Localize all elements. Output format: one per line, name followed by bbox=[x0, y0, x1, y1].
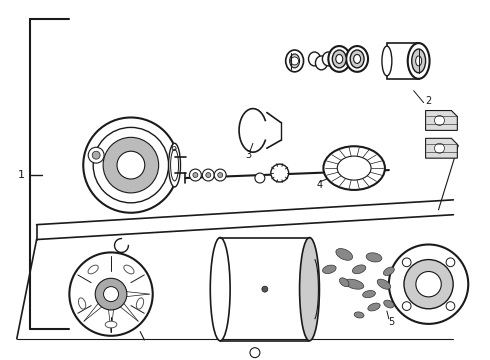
Ellipse shape bbox=[316, 56, 327, 70]
Ellipse shape bbox=[78, 298, 86, 309]
Circle shape bbox=[435, 116, 444, 125]
Circle shape bbox=[446, 302, 455, 310]
Circle shape bbox=[250, 348, 260, 357]
Ellipse shape bbox=[384, 267, 394, 275]
Ellipse shape bbox=[322, 52, 334, 66]
Text: 5: 5 bbox=[388, 317, 394, 327]
Ellipse shape bbox=[354, 54, 361, 63]
Ellipse shape bbox=[363, 291, 375, 298]
Text: 6: 6 bbox=[171, 143, 176, 153]
Ellipse shape bbox=[290, 54, 299, 68]
Ellipse shape bbox=[350, 50, 364, 68]
Ellipse shape bbox=[309, 52, 320, 66]
Ellipse shape bbox=[328, 46, 350, 72]
Circle shape bbox=[92, 151, 100, 159]
Polygon shape bbox=[426, 138, 457, 158]
Ellipse shape bbox=[210, 238, 230, 341]
Ellipse shape bbox=[336, 52, 348, 66]
Circle shape bbox=[416, 271, 441, 297]
Circle shape bbox=[262, 286, 268, 292]
Ellipse shape bbox=[271, 164, 289, 182]
Circle shape bbox=[446, 258, 455, 267]
Polygon shape bbox=[426, 111, 457, 130]
Circle shape bbox=[117, 151, 145, 179]
Ellipse shape bbox=[336, 54, 343, 63]
Circle shape bbox=[103, 137, 159, 193]
Ellipse shape bbox=[206, 172, 211, 177]
Ellipse shape bbox=[214, 169, 226, 181]
Ellipse shape bbox=[171, 149, 178, 181]
Ellipse shape bbox=[193, 172, 198, 177]
Circle shape bbox=[435, 143, 444, 153]
Ellipse shape bbox=[366, 253, 382, 262]
Text: 2: 2 bbox=[425, 96, 432, 105]
Text: 3: 3 bbox=[245, 150, 251, 160]
Ellipse shape bbox=[340, 278, 349, 287]
Ellipse shape bbox=[412, 49, 426, 73]
Circle shape bbox=[389, 244, 468, 324]
Ellipse shape bbox=[255, 173, 265, 183]
Ellipse shape bbox=[408, 43, 430, 79]
Ellipse shape bbox=[218, 172, 222, 177]
Circle shape bbox=[83, 117, 178, 213]
Ellipse shape bbox=[354, 312, 364, 318]
Ellipse shape bbox=[286, 50, 303, 72]
Ellipse shape bbox=[332, 50, 346, 68]
Circle shape bbox=[70, 252, 153, 336]
Ellipse shape bbox=[322, 265, 336, 274]
Circle shape bbox=[88, 147, 104, 163]
Ellipse shape bbox=[344, 279, 364, 289]
Circle shape bbox=[291, 57, 298, 65]
Ellipse shape bbox=[323, 146, 385, 190]
Ellipse shape bbox=[368, 303, 380, 311]
Circle shape bbox=[404, 260, 453, 309]
Ellipse shape bbox=[299, 238, 319, 341]
Circle shape bbox=[103, 287, 119, 302]
Ellipse shape bbox=[336, 248, 353, 260]
Ellipse shape bbox=[105, 321, 117, 328]
Circle shape bbox=[402, 302, 411, 310]
Ellipse shape bbox=[136, 298, 144, 309]
Ellipse shape bbox=[88, 265, 98, 274]
Ellipse shape bbox=[377, 279, 391, 289]
Ellipse shape bbox=[202, 169, 214, 181]
Ellipse shape bbox=[124, 265, 134, 274]
Circle shape bbox=[93, 127, 169, 203]
Ellipse shape bbox=[346, 46, 368, 72]
Ellipse shape bbox=[329, 56, 341, 70]
Circle shape bbox=[95, 278, 127, 310]
Ellipse shape bbox=[384, 300, 394, 308]
Text: 1: 1 bbox=[18, 170, 25, 180]
Ellipse shape bbox=[337, 156, 371, 180]
Ellipse shape bbox=[190, 169, 201, 181]
Ellipse shape bbox=[416, 56, 421, 66]
Ellipse shape bbox=[169, 143, 180, 187]
Bar bbox=[387, 43, 418, 79]
Ellipse shape bbox=[352, 265, 366, 274]
Text: 4: 4 bbox=[317, 180, 322, 190]
Ellipse shape bbox=[382, 46, 392, 76]
Circle shape bbox=[402, 258, 411, 267]
